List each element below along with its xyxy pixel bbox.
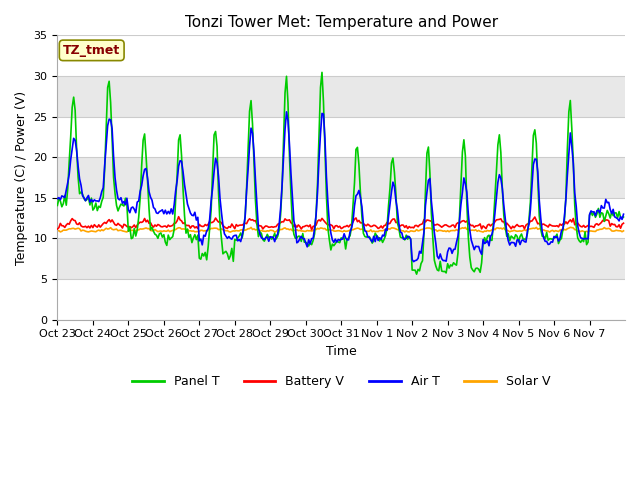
Line: Solar V: Solar V: [58, 228, 623, 232]
Panel T: [54, 203, 61, 208]
Bar: [58, 157, 625, 198]
Line: Battery V: Battery V: [58, 216, 623, 230]
Air T: [73, 147, 81, 153]
Battery V: [618, 221, 626, 227]
Air T: [283, 109, 291, 115]
Solar V: [618, 229, 626, 235]
Air T: [620, 211, 627, 217]
Air T: [618, 216, 626, 222]
Solar V: [73, 226, 81, 231]
Bar: [58, 36, 625, 76]
Battery V: [460, 218, 468, 224]
Panel T: [544, 237, 552, 243]
Panel T: [460, 137, 468, 143]
Air T: [544, 241, 552, 247]
Solar V: [459, 225, 467, 231]
Battery V: [348, 221, 355, 227]
Bar: [58, 76, 625, 117]
Battery V: [175, 214, 182, 219]
Air T: [460, 175, 468, 181]
Battery V: [73, 221, 81, 227]
Line: Panel T: Panel T: [58, 72, 623, 274]
Air T: [346, 229, 354, 235]
Text: TZ_tmet: TZ_tmet: [63, 44, 120, 57]
Air T: [54, 196, 61, 202]
X-axis label: Time: Time: [326, 345, 356, 358]
Panel T: [618, 216, 626, 221]
Panel T: [90, 205, 98, 211]
Air T: [90, 197, 98, 203]
Panel T: [346, 233, 354, 239]
Bar: [58, 279, 625, 320]
Legend: Panel T, Battery V, Air T, Solar V: Panel T, Battery V, Air T, Solar V: [127, 370, 555, 393]
Solar V: [271, 229, 278, 235]
Title: Tonzi Tower Met: Temperature and Power: Tonzi Tower Met: Temperature and Power: [184, 15, 498, 30]
Solar V: [543, 228, 550, 234]
Solar V: [346, 227, 354, 233]
Battery V: [54, 226, 61, 232]
Panel T: [620, 214, 627, 220]
Bar: [58, 198, 625, 239]
Solar V: [90, 228, 98, 234]
Panel T: [413, 271, 420, 277]
Solar V: [566, 225, 574, 230]
Solar V: [54, 228, 61, 234]
Solar V: [620, 228, 627, 234]
Battery V: [544, 224, 552, 230]
Air T: [410, 259, 417, 264]
Line: Air T: Air T: [58, 112, 623, 262]
Battery V: [620, 220, 627, 226]
Battery V: [90, 222, 98, 228]
Battery V: [308, 227, 316, 233]
Y-axis label: Temperature (C) / Power (V): Temperature (C) / Power (V): [15, 91, 28, 264]
Panel T: [73, 146, 81, 152]
Bar: [58, 117, 625, 157]
Panel T: [318, 70, 326, 75]
Bar: [58, 239, 625, 279]
